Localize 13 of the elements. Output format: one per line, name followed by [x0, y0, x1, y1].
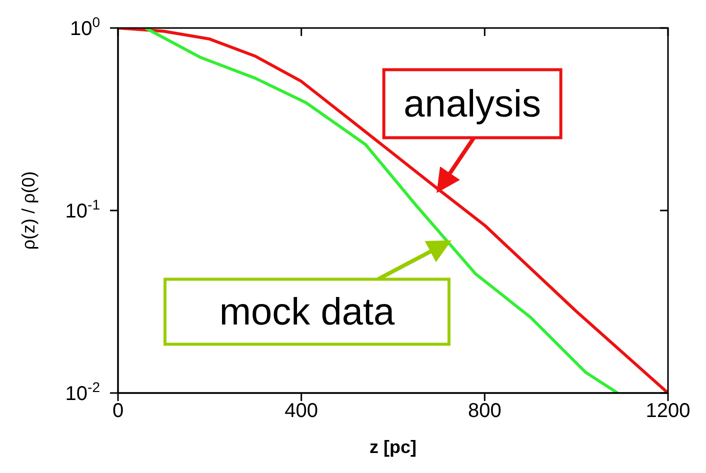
- label-box: mock data: [164, 278, 450, 346]
- x-tick-label: 0: [112, 400, 124, 422]
- y-tick-label: 10$^{0}$: [70, 14, 100, 40]
- x-axis-title: z [pc]: [370, 437, 416, 457]
- y-axis-title: ρ(z) / ρ(0): [18, 171, 38, 250]
- y-tick-label: 10$^{-2}$: [65, 379, 100, 405]
- label-box: analysis: [382, 68, 562, 140]
- annotation: mock data: [219, 292, 396, 334]
- x-tick-label: 400: [284, 400, 318, 422]
- x-tick-label: 800: [468, 400, 502, 422]
- annotation: analysis: [404, 84, 541, 126]
- y-tick-label: 10$^{-1}$: [65, 196, 100, 222]
- x-tick-label: 1200: [646, 400, 690, 422]
